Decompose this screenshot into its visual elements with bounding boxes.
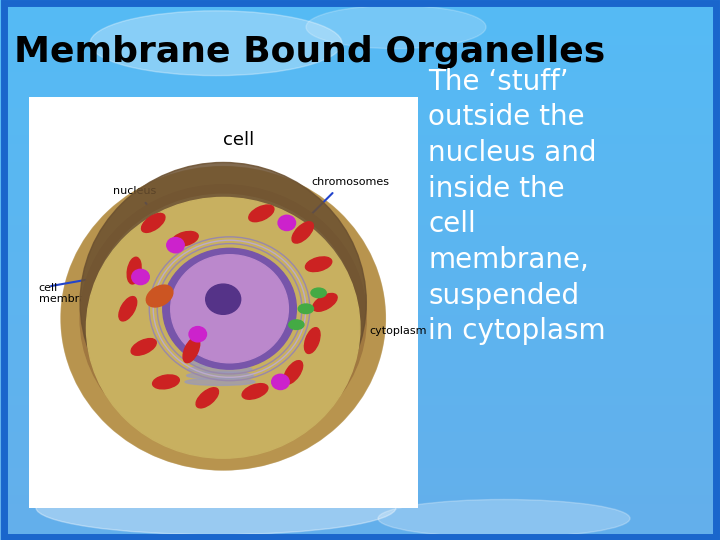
Ellipse shape xyxy=(63,168,377,463)
Ellipse shape xyxy=(70,168,384,464)
Ellipse shape xyxy=(80,185,366,452)
Ellipse shape xyxy=(196,388,218,408)
Ellipse shape xyxy=(71,175,376,461)
Ellipse shape xyxy=(67,174,382,470)
Ellipse shape xyxy=(66,167,381,462)
Ellipse shape xyxy=(131,339,156,355)
Ellipse shape xyxy=(242,383,268,399)
Ellipse shape xyxy=(192,353,248,360)
Ellipse shape xyxy=(90,194,357,442)
Ellipse shape xyxy=(62,172,377,468)
Ellipse shape xyxy=(284,361,302,384)
Ellipse shape xyxy=(127,257,141,284)
Ellipse shape xyxy=(66,174,381,470)
Text: chromosomes: chromosomes xyxy=(312,177,390,187)
FancyBboxPatch shape xyxy=(29,97,418,508)
Ellipse shape xyxy=(63,173,377,469)
Ellipse shape xyxy=(71,171,385,466)
Text: cell: cell xyxy=(223,131,255,149)
Ellipse shape xyxy=(167,238,184,253)
Text: cytoplasm: cytoplasm xyxy=(369,326,427,336)
Ellipse shape xyxy=(183,338,199,363)
Ellipse shape xyxy=(292,222,313,243)
Text: The ‘stuff’
outside the
nucleus and
inside the
cell
membrane,
suspended
in cytop: The ‘stuff’ outside the nucleus and insi… xyxy=(428,68,606,346)
Ellipse shape xyxy=(189,327,207,342)
Ellipse shape xyxy=(249,205,274,222)
Ellipse shape xyxy=(62,168,377,464)
Ellipse shape xyxy=(190,359,251,366)
Ellipse shape xyxy=(146,285,173,307)
Ellipse shape xyxy=(70,172,384,468)
Ellipse shape xyxy=(63,167,378,463)
Text: nucleus: nucleus xyxy=(112,186,156,196)
Ellipse shape xyxy=(71,171,385,467)
Ellipse shape xyxy=(65,167,379,462)
Ellipse shape xyxy=(271,374,289,389)
Ellipse shape xyxy=(289,320,304,329)
Ellipse shape xyxy=(312,294,337,311)
Ellipse shape xyxy=(153,375,179,389)
Ellipse shape xyxy=(305,328,320,354)
Ellipse shape xyxy=(68,174,383,469)
Ellipse shape xyxy=(86,198,360,458)
Ellipse shape xyxy=(305,257,332,272)
Ellipse shape xyxy=(61,170,376,465)
Ellipse shape xyxy=(172,232,198,246)
Ellipse shape xyxy=(163,248,297,369)
Ellipse shape xyxy=(69,168,384,463)
Ellipse shape xyxy=(119,296,137,321)
Ellipse shape xyxy=(298,304,313,314)
Text: Membrane Bound Organelles: Membrane Bound Organelles xyxy=(14,35,606,69)
Ellipse shape xyxy=(71,170,385,465)
Ellipse shape xyxy=(68,167,383,463)
Ellipse shape xyxy=(90,11,342,76)
Ellipse shape xyxy=(65,174,379,470)
Ellipse shape xyxy=(306,5,486,49)
Ellipse shape xyxy=(186,372,253,379)
Ellipse shape xyxy=(188,366,252,373)
Ellipse shape xyxy=(132,269,149,285)
Ellipse shape xyxy=(61,171,376,466)
Ellipse shape xyxy=(185,379,255,386)
Ellipse shape xyxy=(311,288,326,298)
Ellipse shape xyxy=(171,255,289,363)
Ellipse shape xyxy=(378,500,630,537)
Text: cell
membrane: cell membrane xyxy=(39,283,100,305)
Ellipse shape xyxy=(61,171,376,467)
Ellipse shape xyxy=(67,167,382,462)
Ellipse shape xyxy=(36,481,396,535)
Ellipse shape xyxy=(80,163,366,442)
Ellipse shape xyxy=(206,284,240,314)
Ellipse shape xyxy=(63,174,378,469)
Ellipse shape xyxy=(142,213,165,232)
Ellipse shape xyxy=(69,173,384,469)
Ellipse shape xyxy=(278,215,295,231)
